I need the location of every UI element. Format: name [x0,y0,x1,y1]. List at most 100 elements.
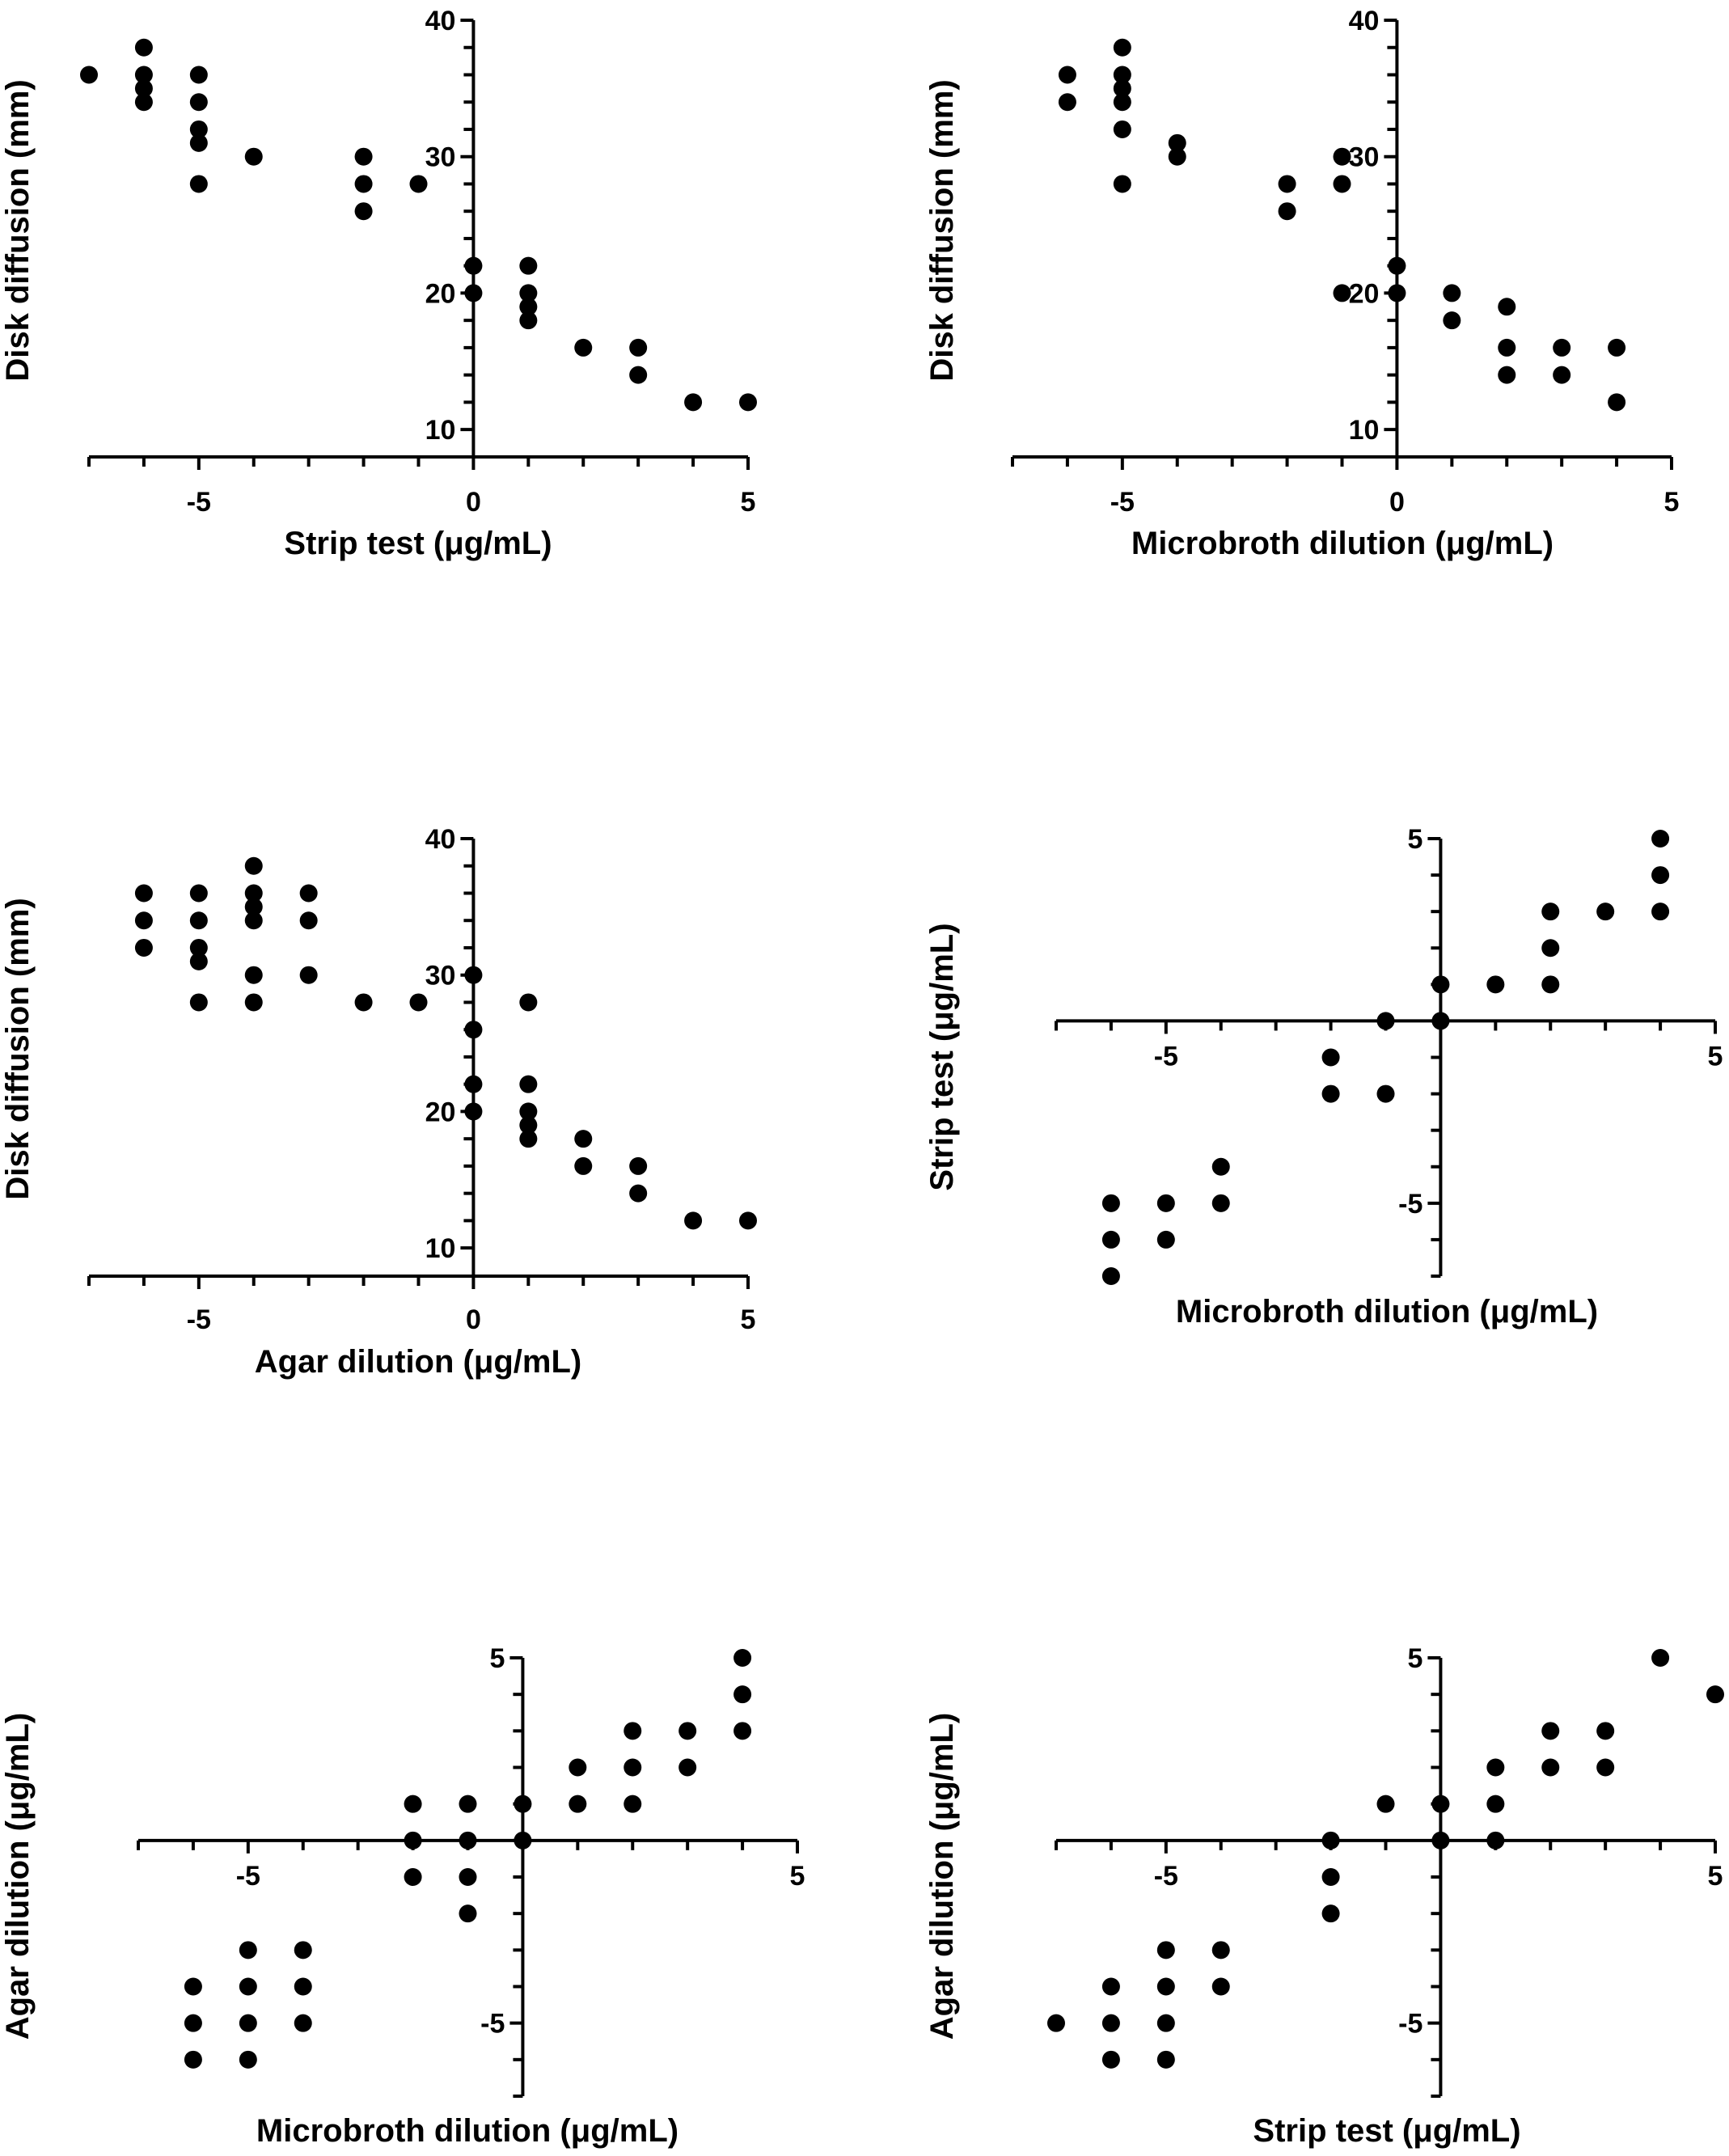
y-tick-label: 5 [1407,1643,1423,1674]
data-point [189,133,208,152]
data-point [184,1977,202,1996]
x-tick-label: 5 [1708,1861,1723,1892]
data-point [1596,1758,1615,1777]
data-point [1211,1194,1230,1212]
data-point [189,66,208,84]
y-tick-label: 5 [1407,824,1423,855]
data-point [1047,2014,1065,2032]
data-point [519,298,538,316]
data-point [574,1130,593,1148]
data-point [134,66,153,84]
data-point [1443,284,1461,302]
data-point [1113,38,1131,57]
data-point [1388,284,1406,302]
data-point [1156,2014,1175,2032]
scatter-panel-4: -5 5 -5 5 Microbroth dilution (μg/mL) Strip t… [924,824,1723,1330]
data-point [519,1130,538,1148]
data-point [1431,1831,1450,1850]
data-point [354,147,373,166]
y-tick-label: 10 [425,415,456,446]
y-tick-label: -5 [480,2009,505,2040]
x-tick-label: -5 [1154,1041,1178,1072]
data-point [1101,1267,1120,1285]
y-tick-label: 20 [425,1097,456,1127]
y-tick-label: 40 [425,824,456,855]
data-point [1333,147,1351,166]
data-point [514,1795,532,1813]
data-point [80,66,98,84]
x-tick-label: -5 [187,1304,211,1335]
data-point [1486,1758,1505,1777]
data-point [1211,1977,1230,1996]
data-point [189,911,208,930]
data-point [1651,830,1670,848]
data-point [189,884,208,903]
y-tick-label: 30 [425,961,456,991]
data-point [1498,366,1516,384]
data-point [1498,298,1516,316]
data-point [1376,1084,1395,1103]
data-point [354,202,373,221]
data-point [1541,903,1560,921]
data-point [1388,256,1406,275]
scatter-panel-1: -5 0 5 10 20 30 40 Strip test (μg/mL) Disk diffu… [0,6,757,561]
data-point [459,1795,477,1813]
x-tick-label: -5 [236,1861,260,1892]
data-point [189,175,208,193]
data-point [1486,1795,1505,1813]
data-point [733,1722,752,1740]
data-point [684,393,703,412]
data-point [1278,175,1296,193]
data-point [464,256,483,275]
data-point [1498,338,1516,357]
data-point [294,2014,312,2032]
x-axis-title: Microbroth dilution (μg/mL) [256,2113,678,2149]
data-point [244,966,263,984]
data-point [239,2014,257,2032]
x-tick-label: 5 [1708,1041,1723,1072]
y-tick-label: -5 [1398,2009,1423,2040]
y-tick-label: 5 [489,1643,505,1674]
data-point [299,884,318,903]
data-point [1058,66,1076,84]
data-point [733,1649,752,1667]
data-point [569,1758,587,1777]
data-point [1156,2050,1175,2069]
data-point [678,1758,697,1777]
data-point [404,1831,422,1850]
data-point [134,93,153,112]
data-point [629,366,648,384]
data-point [1113,93,1131,112]
y-axis-title: Disk diffusion (mm) [924,79,960,381]
y-tick-label: 30 [1349,142,1380,173]
data-point [1113,120,1131,138]
data-point [354,993,373,1012]
data-point [404,1795,422,1813]
data-point [464,1021,483,1039]
data-point [1058,93,1076,112]
data-point [574,338,593,357]
data-point [1706,1685,1724,1704]
data-point [299,911,318,930]
data-point [1211,1941,1230,1959]
data-point [1101,1230,1120,1249]
data-point [459,1831,477,1850]
data-point [519,284,538,302]
data-point [404,1868,422,1886]
data-point [1333,175,1351,193]
data-point [1113,79,1131,98]
x-axis-title: Agar dilution (μg/mL) [255,1344,581,1380]
data-point [624,1795,642,1813]
data-point [409,175,428,193]
data-point [1553,366,1571,384]
data-point [624,1722,642,1740]
scatter-panel-6: -5 5 -5 5 Strip test (μg/mL) Agar dilution (μ… [924,1643,1724,2149]
data-point [1101,1977,1120,1996]
data-point [1431,1795,1450,1813]
data-point [1113,175,1131,193]
data-point [239,2050,257,2069]
data-point [189,120,208,138]
data-point [1278,202,1296,221]
scatter-panel-3: -5 0 5 10 20 30 40 Agar dilution (μg/mL) Disk di… [0,824,757,1380]
